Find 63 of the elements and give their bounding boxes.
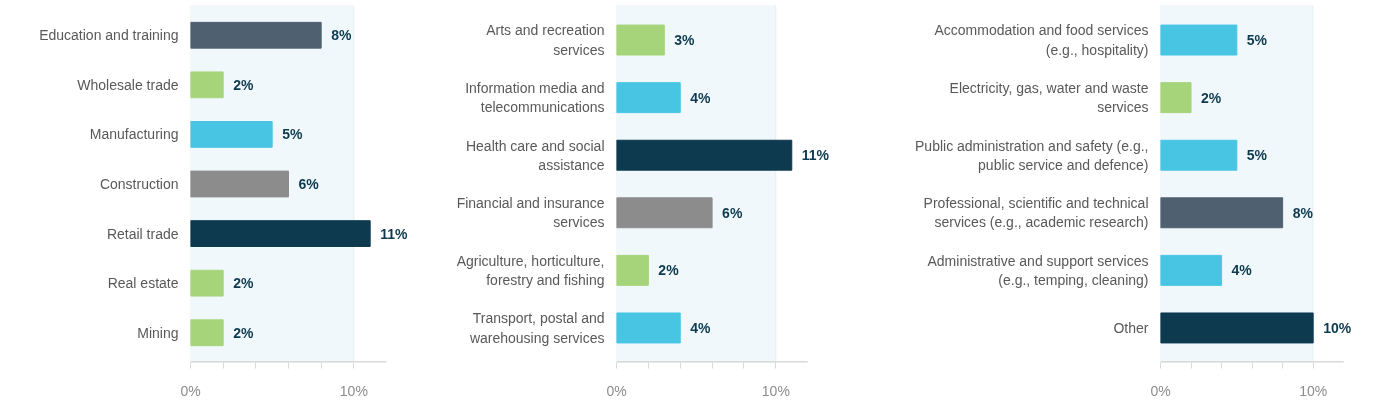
data-label: 5% xyxy=(282,126,303,143)
bar xyxy=(190,121,273,148)
bar xyxy=(616,82,681,114)
y-tick-label: Manufacturing xyxy=(89,126,179,143)
bar xyxy=(1160,82,1192,114)
y-tick-label: Administrative and support services (e.g., temping, cleaning) xyxy=(927,252,1149,288)
data-label: 5% xyxy=(1246,147,1268,164)
y-tick-label: Health care and social assistance xyxy=(465,137,605,173)
bar xyxy=(1160,139,1238,171)
data-label: 4% xyxy=(690,89,712,106)
y-tick-label: Mining xyxy=(137,324,179,341)
bar xyxy=(190,319,224,347)
x-tick-label: 0% xyxy=(1150,382,1171,399)
y-tick-label: Transport, postal and warehousing services xyxy=(468,310,605,346)
bar xyxy=(1160,312,1314,344)
y-tick-label: Other xyxy=(1113,319,1149,336)
data-label: 6% xyxy=(298,176,320,192)
y-tick-label: Public administration and safety (e.g., public service and defence) xyxy=(915,137,1149,173)
data-label: 2% xyxy=(233,76,254,93)
y-tick-label: Agriculture, horticulture, forestry and fishing xyxy=(456,252,605,288)
y-tick-label: Accommodation and food services (e.g., hospitality) xyxy=(934,22,1149,58)
data-label: 6% xyxy=(722,204,743,221)
bar xyxy=(616,254,649,286)
y-tick-label: Financial and insurance services xyxy=(456,195,605,231)
bar xyxy=(190,170,289,198)
y-tick-label: Electricity, gas, water and waste services xyxy=(949,80,1149,116)
data-label: 2% xyxy=(233,324,254,341)
data-label: 4% xyxy=(1231,262,1253,279)
y-tick-label: Professional, scientific and technical services (e.g., academic research) xyxy=(923,195,1149,231)
x-tick-label: 0% xyxy=(180,382,201,399)
bar xyxy=(1160,254,1223,286)
bar xyxy=(1160,24,1238,56)
data-label: 11% xyxy=(801,147,830,164)
data-label: 5% xyxy=(1246,32,1268,49)
bar xyxy=(616,197,713,229)
data-label: 2% xyxy=(1201,89,1222,106)
bar xyxy=(616,312,681,344)
y-tick-label: Arts and recreation services xyxy=(486,22,605,58)
bar xyxy=(190,269,224,297)
y-tick-label: Retail trade xyxy=(106,225,179,242)
bar xyxy=(616,139,793,171)
data-label: 8% xyxy=(331,27,352,44)
bar xyxy=(190,21,322,49)
y-tick-label: Real estate xyxy=(107,275,179,292)
x-tick-label: 0% xyxy=(606,382,627,399)
data-label: 3% xyxy=(674,32,696,49)
bar xyxy=(1160,197,1284,229)
x-tick-label: 10% xyxy=(1299,382,1328,399)
data-label: 8% xyxy=(1292,204,1314,221)
data-label: 2% xyxy=(658,262,680,279)
data-label: 2% xyxy=(233,275,254,292)
data-label: 4% xyxy=(690,319,712,336)
data-label: 10% xyxy=(1323,319,1352,336)
y-tick-label: Information media and telecommunications xyxy=(465,80,605,116)
bar xyxy=(616,24,665,56)
bar xyxy=(190,220,371,247)
x-tick-label: 10% xyxy=(339,382,368,399)
y-tick-label: Construction xyxy=(99,176,179,192)
y-tick-label: Wholesale trade xyxy=(77,76,179,93)
data-label: 11% xyxy=(380,225,408,242)
y-tick-label: Education and training xyxy=(39,27,179,44)
bar xyxy=(190,71,224,99)
x-tick-label: 10% xyxy=(761,382,790,399)
